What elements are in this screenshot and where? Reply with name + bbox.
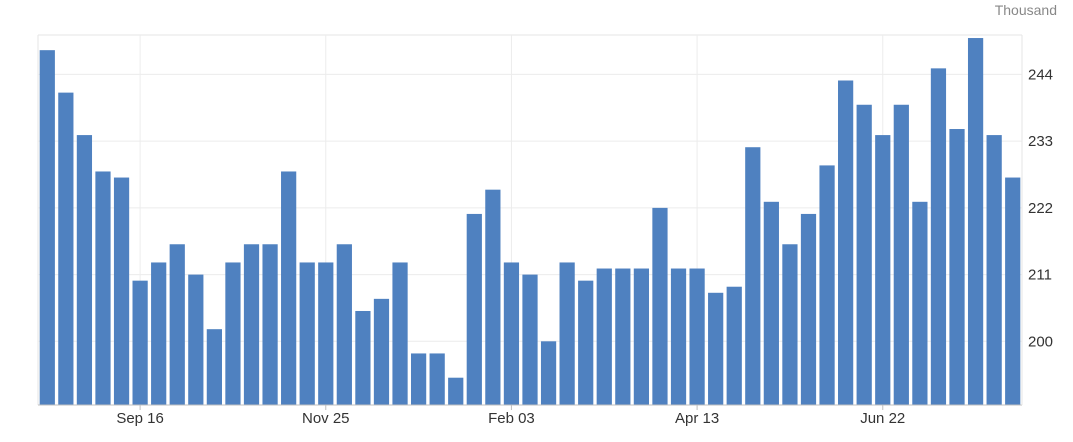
x-tick-label: Sep 16	[116, 410, 164, 427]
bar	[355, 310, 371, 405]
bars	[39, 38, 1021, 406]
bar	[578, 280, 594, 405]
bar	[466, 213, 482, 405]
unit-label: Thousand	[994, 2, 1057, 18]
axes	[38, 35, 1023, 410]
bar	[930, 68, 947, 405]
bar	[299, 262, 315, 405]
y-axis-ticks: 200 211 222 233 244	[1028, 66, 1053, 350]
bar	[151, 262, 167, 405]
bar	[689, 268, 705, 405]
bar	[113, 177, 130, 405]
x-tick-label: Jun 22	[860, 410, 905, 427]
bar	[392, 262, 408, 405]
bar	[225, 262, 241, 405]
bar	[893, 104, 909, 406]
y-tick-label: 211	[1028, 267, 1052, 284]
bar	[540, 341, 557, 405]
x-tick-label: Feb 03	[488, 410, 535, 427]
bar	[1005, 177, 1021, 405]
bar	[336, 244, 352, 405]
bar	[967, 38, 984, 406]
bar	[912, 201, 928, 405]
y-tick-label: 200	[1028, 333, 1053, 350]
bar	[410, 353, 427, 405]
bar	[782, 244, 798, 405]
bar	[875, 135, 891, 405]
bar	[485, 189, 501, 405]
bar	[596, 268, 612, 405]
bar	[559, 262, 575, 405]
bar	[819, 165, 835, 405]
bar	[949, 129, 965, 405]
bar	[132, 280, 148, 405]
bar	[800, 213, 817, 405]
x-tick-label: Apr 13	[675, 410, 719, 427]
x-axis-ticks: Sep 16 Nov 25 Feb 03 Apr 13 Jun 22	[116, 410, 905, 427]
y-tick-label: 233	[1028, 133, 1053, 150]
bar	[429, 353, 445, 405]
y-tick-label: 222	[1028, 200, 1053, 217]
bar	[58, 92, 74, 405]
bar	[206, 329, 222, 405]
bar	[318, 262, 334, 405]
bar	[448, 377, 464, 405]
bar	[838, 80, 854, 405]
bar	[503, 262, 520, 405]
bar	[615, 268, 631, 405]
bar	[652, 207, 668, 405]
y-tick-label: 244	[1028, 66, 1053, 83]
bar	[986, 135, 1002, 405]
bar	[763, 201, 779, 405]
bar	[95, 171, 111, 405]
bar	[522, 274, 538, 405]
bar	[169, 244, 185, 405]
bar	[262, 244, 278, 405]
bar	[188, 274, 204, 405]
bar	[745, 147, 761, 405]
bar	[243, 244, 260, 405]
bar	[373, 298, 390, 405]
bar	[856, 104, 872, 406]
bar	[76, 135, 93, 405]
bar	[708, 292, 724, 405]
x-tick-label: Nov 25	[302, 410, 350, 427]
bar	[633, 268, 650, 405]
bar	[670, 268, 687, 405]
bar	[281, 171, 297, 405]
bar	[39, 50, 55, 405]
bar	[726, 286, 742, 405]
